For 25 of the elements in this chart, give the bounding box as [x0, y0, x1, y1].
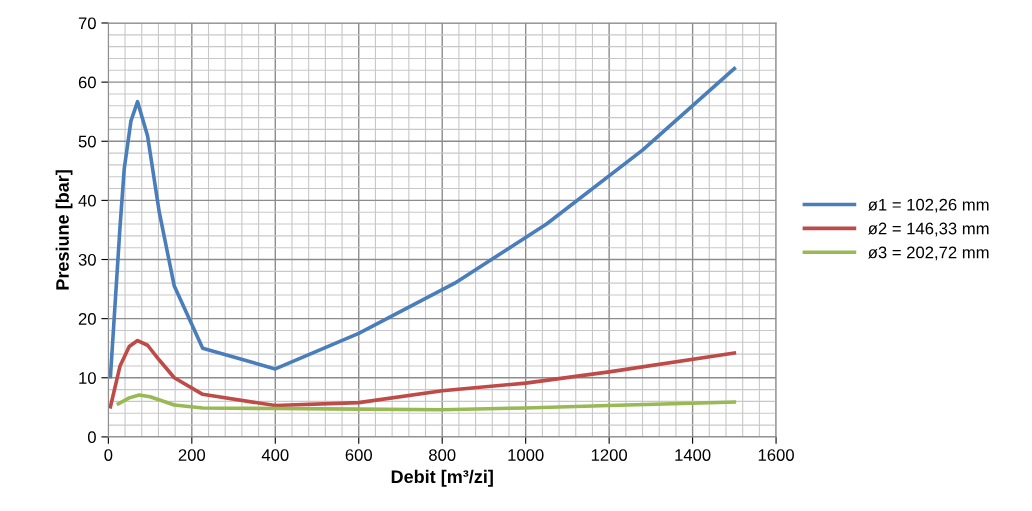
- y-tick-label: 30: [78, 253, 96, 266]
- y-axis-title: Presiune [bar]: [55, 170, 73, 290]
- y-tick-label: 40: [78, 194, 96, 207]
- line-series: [108, 66, 737, 379]
- line-series: [116, 393, 737, 412]
- x-tick-label: 400: [261, 449, 289, 461]
- y-tick-label: 20: [78, 313, 96, 325]
- x-tick-label: 0: [104, 449, 113, 461]
- x-tick-label: 1200: [591, 449, 628, 461]
- y-tick-label: 70: [78, 17, 96, 30]
- x-tick-label: 1600: [758, 449, 794, 461]
- line-series: [108, 338, 737, 409]
- x-tick-label: 200: [178, 449, 206, 461]
- y-tick-label: 50: [78, 135, 96, 148]
- x-tick-label: 1400: [675, 449, 711, 461]
- legend-label: ø2 = 146,33 mm: [868, 222, 989, 237]
- x-axis-title: Debit [m³/zi]: [391, 469, 493, 487]
- y-tick-label: 10: [79, 372, 96, 384]
- legend-label: ø1 = 102,26 mm: [868, 198, 989, 213]
- x-tick-label: 800: [429, 449, 456, 461]
- y-tick-label: 60: [78, 76, 96, 89]
- legend-label: ø3 = 202,72 mm: [868, 246, 989, 261]
- y-tick-label: 0: [87, 431, 96, 444]
- x-tick-label: 1000: [508, 449, 544, 461]
- x-tick-label: 600: [345, 449, 372, 461]
